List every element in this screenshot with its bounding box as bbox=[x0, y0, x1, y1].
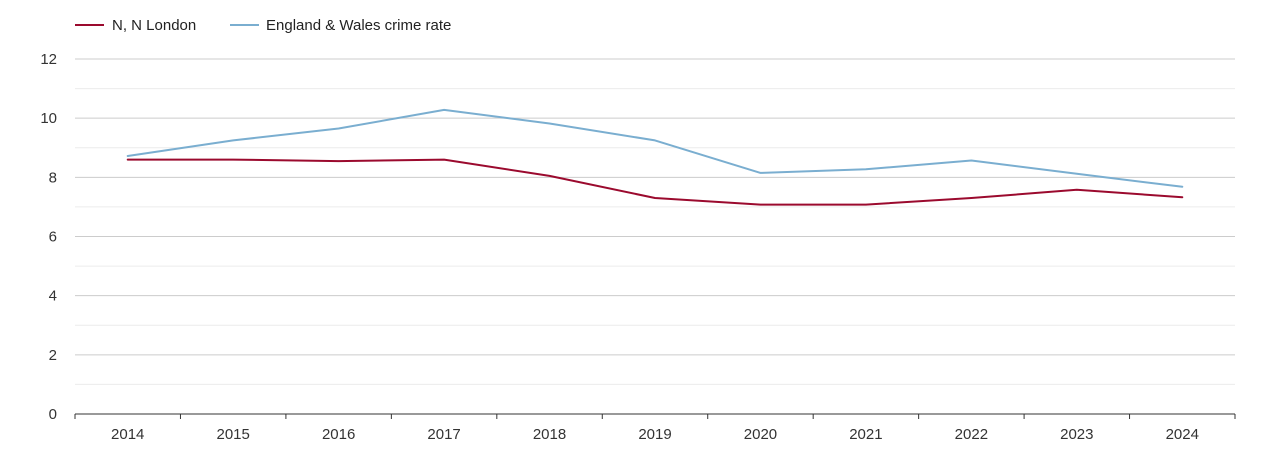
x-tick-label: 2021 bbox=[849, 426, 882, 443]
x-tick-label: 2015 bbox=[216, 426, 249, 443]
y-tick-label: 12 bbox=[40, 51, 57, 68]
x-tick-label: 2022 bbox=[955, 426, 988, 443]
x-tick-label: 2017 bbox=[427, 426, 460, 443]
legend-item-n-london[interactable]: N, N London bbox=[75, 17, 196, 34]
y-tick-label: 6 bbox=[49, 229, 57, 246]
legend-item-england-wales[interactable]: England & Wales crime rate bbox=[230, 17, 451, 34]
y-tick-label: 10 bbox=[40, 110, 57, 127]
series-group bbox=[126, 108, 1184, 206]
x-tick-label: 2023 bbox=[1060, 426, 1093, 443]
x-tick-label: 2014 bbox=[111, 426, 144, 443]
x-tick-label: 2024 bbox=[1166, 426, 1199, 443]
x-tick-label: 2019 bbox=[638, 426, 671, 443]
legend: N, N London England & Wales crime rate bbox=[75, 17, 451, 34]
series-line-england-wales-crime-rate bbox=[126, 108, 1184, 188]
legend-label-england-wales: England & Wales crime rate bbox=[266, 17, 451, 34]
series-line-n-n-london bbox=[126, 158, 1184, 206]
y-tick-label: 8 bbox=[49, 169, 57, 186]
x-tick-label: 2016 bbox=[322, 426, 355, 443]
legend-label-n-london: N, N London bbox=[112, 17, 196, 34]
y-axis: 0 2 4 6 8 10 12 bbox=[40, 51, 57, 423]
grid bbox=[75, 58, 1235, 385]
y-tick-label: 0 bbox=[49, 406, 57, 423]
y-tick-label: 2 bbox=[49, 347, 57, 364]
x-axis: 2014 2015 2016 2017 2018 2019 2020 2021 2022 2023… bbox=[74, 413, 1236, 443]
y-tick-label: 4 bbox=[49, 288, 57, 305]
x-tick-label: 2020 bbox=[744, 426, 777, 443]
x-tick-label: 2018 bbox=[533, 426, 566, 443]
